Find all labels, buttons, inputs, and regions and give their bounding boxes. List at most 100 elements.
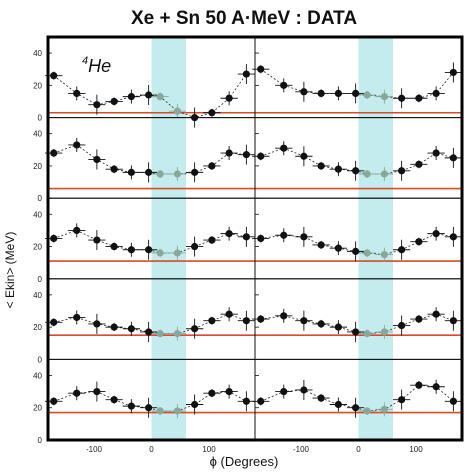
x-tick-label-2-2: 0 <box>356 445 361 454</box>
data-point-2-2-5 <box>329 162 347 177</box>
data-point-2-1-10 <box>203 161 221 170</box>
data-point-5-2-11 <box>427 379 445 394</box>
data-point-5-2-9 <box>393 389 411 410</box>
data-point-1-2-4 <box>312 89 330 98</box>
y-tick-label-3-3: 40 <box>33 210 42 219</box>
data-point-3-1-3 <box>88 230 106 251</box>
data-point-2-2-6 <box>347 160 365 181</box>
data-point-3-1-9 <box>186 236 204 257</box>
data-point-4-2-4 <box>312 319 330 328</box>
data-point-5-2-2 <box>275 384 293 399</box>
x-tick-label-1-1: -100 <box>86 445 103 454</box>
data-points <box>45 62 462 418</box>
data-point-2-2-10 <box>410 160 428 169</box>
data-point-4-1-3 <box>88 313 106 334</box>
data-point-3-2-11 <box>427 226 445 241</box>
data-point-3-1-2 <box>68 223 86 238</box>
data-point-4-2-2 <box>275 308 293 323</box>
data-point-2-2-3 <box>295 146 313 167</box>
shaded-band-2-1 <box>358 37 393 440</box>
data-point-2-2-11 <box>427 146 445 161</box>
x-axis-label: ϕ (Degrees) <box>210 454 279 469</box>
particle-name: He <box>88 56 111 76</box>
data-point-1-2-6 <box>347 83 365 104</box>
svg-text:4He: 4He <box>82 55 111 76</box>
y-tick-label-2-2: 20 <box>33 162 42 171</box>
data-point-4-1-2 <box>68 310 86 325</box>
data-point-4-1-9 <box>186 318 204 339</box>
data-point-1-2-12 <box>444 62 462 83</box>
y-tick-label-1-1: 0 <box>38 114 43 123</box>
data-point-3-1-10 <box>203 236 221 245</box>
x-tick-label-1-2: 0 <box>149 445 154 454</box>
data-point-3-2-10 <box>410 237 428 246</box>
data-point-1-2-2 <box>275 78 293 93</box>
data-point-1-2-10 <box>410 94 428 103</box>
data-point-1-1-11 <box>220 91 238 106</box>
data-point-4-1-7 <box>151 329 169 338</box>
data-point-2-1-7 <box>151 170 169 178</box>
data-point-4-1-8 <box>168 326 186 341</box>
x-tick-label-2-1: -100 <box>293 445 310 454</box>
data-point-1-1-4 <box>105 97 123 106</box>
y-tick-label-3-2: 20 <box>33 243 42 252</box>
data-point-4-2-6 <box>347 321 365 342</box>
data-point-5-2-6 <box>347 397 365 418</box>
y-axis-label: < Ekin> (MeV) <box>3 232 17 309</box>
data-point-2-2-7 <box>358 170 376 178</box>
connector-2-1 <box>53 144 247 175</box>
data-point-3-2-5 <box>329 241 347 256</box>
data-point-4-1-11 <box>220 307 238 322</box>
data-point-1-2-11 <box>427 86 445 101</box>
data-point-5-1-2 <box>68 386 86 401</box>
data-point-5-2-4 <box>312 394 330 403</box>
data-point-3-2-7 <box>358 248 376 257</box>
data-point-1-2-3 <box>295 81 313 102</box>
data-point-4-2-3 <box>295 310 313 331</box>
data-point-3-1-8 <box>168 245 186 260</box>
data-point-4-1-10 <box>203 316 221 325</box>
data-point-5-1-6 <box>140 397 158 418</box>
data-point-3-2-9 <box>393 239 411 260</box>
shaded-bands <box>151 37 393 440</box>
tick-labels: 0 20 40 0 20 40 0 20 40 0 20 40 0 20 40 -100 0 100 -100 0 10… <box>33 49 423 454</box>
data-point-5-2-10 <box>410 381 428 390</box>
x-tick-label-2-3: 100 <box>409 445 423 454</box>
data-point-2-2-2 <box>275 141 293 156</box>
particle-mass: 4 <box>82 55 88 67</box>
y-tick-label-2-3: 40 <box>33 130 42 139</box>
x-tick-label-1-3: 100 <box>202 445 216 454</box>
data-point-2-1-3 <box>88 149 106 170</box>
data-point-4-2-5 <box>329 320 347 335</box>
data-point-2-1-11 <box>220 146 238 161</box>
data-point-3-2-12 <box>444 226 462 247</box>
data-point-4-2-7 <box>358 329 376 338</box>
data-point-2-1-5 <box>122 165 140 180</box>
data-point-3-1-7 <box>151 248 169 257</box>
data-point-2-1-8 <box>168 167 186 181</box>
data-point-5-2-3 <box>295 379 313 400</box>
data-point-4-1-5 <box>122 321 140 336</box>
data-point-2-1-2 <box>68 137 86 152</box>
data-point-3-1-5 <box>122 242 140 257</box>
data-point-3-1-6 <box>140 239 158 260</box>
data-point-4-2-8 <box>375 324 393 339</box>
data-point-3-2-3 <box>295 226 313 247</box>
data-point-1-1-6 <box>140 85 158 106</box>
data-point-5-1-3 <box>88 381 106 402</box>
data-point-3-2-2 <box>275 228 293 243</box>
y-tick-label-4-2: 20 <box>33 323 42 332</box>
data-point-3-1-11 <box>220 226 238 241</box>
data-point-2-2-12 <box>444 147 462 168</box>
data-point-4-1-6 <box>140 321 158 342</box>
data-point-2-1-4 <box>105 165 123 174</box>
data-point-3-1-12 <box>237 226 255 247</box>
particle-label: 4He <box>82 55 111 76</box>
data-point-4-2-12 <box>444 310 462 331</box>
y-tick-label-5-2: 20 <box>33 404 42 413</box>
data-point-5-2-8 <box>375 402 393 417</box>
reference-lines <box>48 111 462 414</box>
data-point-5-1-11 <box>220 384 238 399</box>
data-point-4-2-9 <box>393 315 411 336</box>
data-point-2-1-9 <box>186 162 204 183</box>
